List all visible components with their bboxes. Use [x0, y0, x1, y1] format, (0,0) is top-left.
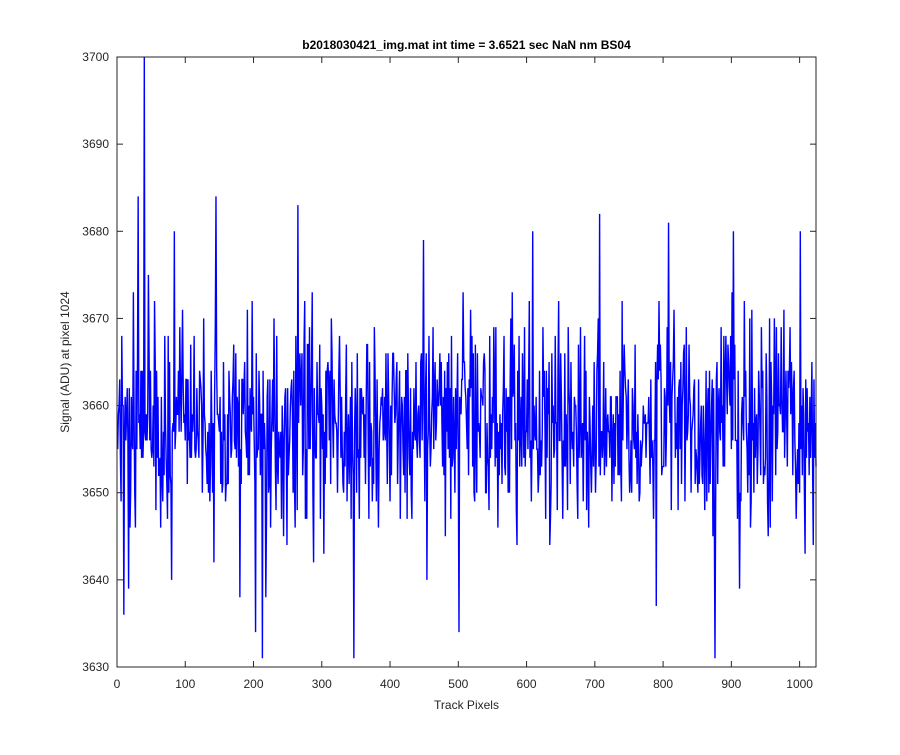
x-tick-label: 0: [114, 677, 121, 691]
series-line: [116, 56, 817, 659]
series-layer: [116, 56, 817, 659]
y-tick-label: 3700: [82, 50, 109, 64]
x-tick-label: 400: [380, 677, 400, 691]
y-tick-label: 3670: [82, 311, 109, 325]
chart-title: b2018030421_img.mat int time = 3.6521 se…: [302, 38, 631, 52]
x-axis-label: Track Pixels: [434, 698, 499, 712]
y-tick-label: 3690: [82, 137, 109, 151]
plot-area: [117, 57, 816, 667]
y-axis-label: Signal (ADU) at pixel 1024: [58, 291, 72, 433]
x-tick-label: 500: [448, 677, 468, 691]
y-tick-label: 3650: [82, 486, 109, 500]
y-tick-label: 3630: [82, 660, 109, 674]
y-tick-label: 3640: [82, 573, 109, 587]
x-tick-label: 1000: [786, 677, 813, 691]
x-tick-label: 300: [312, 677, 332, 691]
x-tick-label: 100: [175, 677, 195, 691]
y-tick-label: 3680: [82, 224, 109, 238]
y-tick-label: 3660: [82, 399, 109, 413]
y-axis-ticks: 3630 3640 3650 3660 3670 3680 3690 3700: [82, 50, 816, 674]
x-tick-label: 800: [653, 677, 673, 691]
x-tick-label: 600: [517, 677, 537, 691]
x-tick-label: 700: [585, 677, 605, 691]
axes-box: [116, 56, 817, 668]
x-axis-ticks: 0 100 200 300 400 500 600 700 800 900 1000: [114, 57, 813, 691]
x-tick-label: 200: [244, 677, 264, 691]
x-tick-label: 900: [721, 677, 741, 691]
